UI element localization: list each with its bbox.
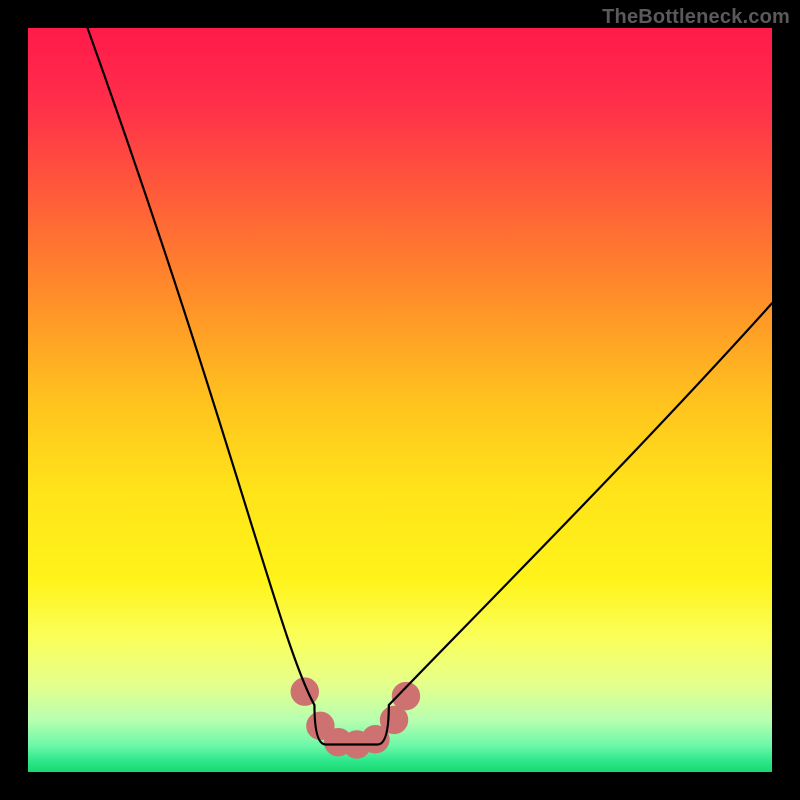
curve-layer (28, 28, 772, 772)
bottleneck-curve (88, 28, 772, 744)
plot-area (28, 28, 772, 772)
chart-frame: TheBottleneck.com (0, 0, 800, 800)
watermark-text: TheBottleneck.com (602, 6, 790, 29)
curve-marker (365, 729, 386, 750)
